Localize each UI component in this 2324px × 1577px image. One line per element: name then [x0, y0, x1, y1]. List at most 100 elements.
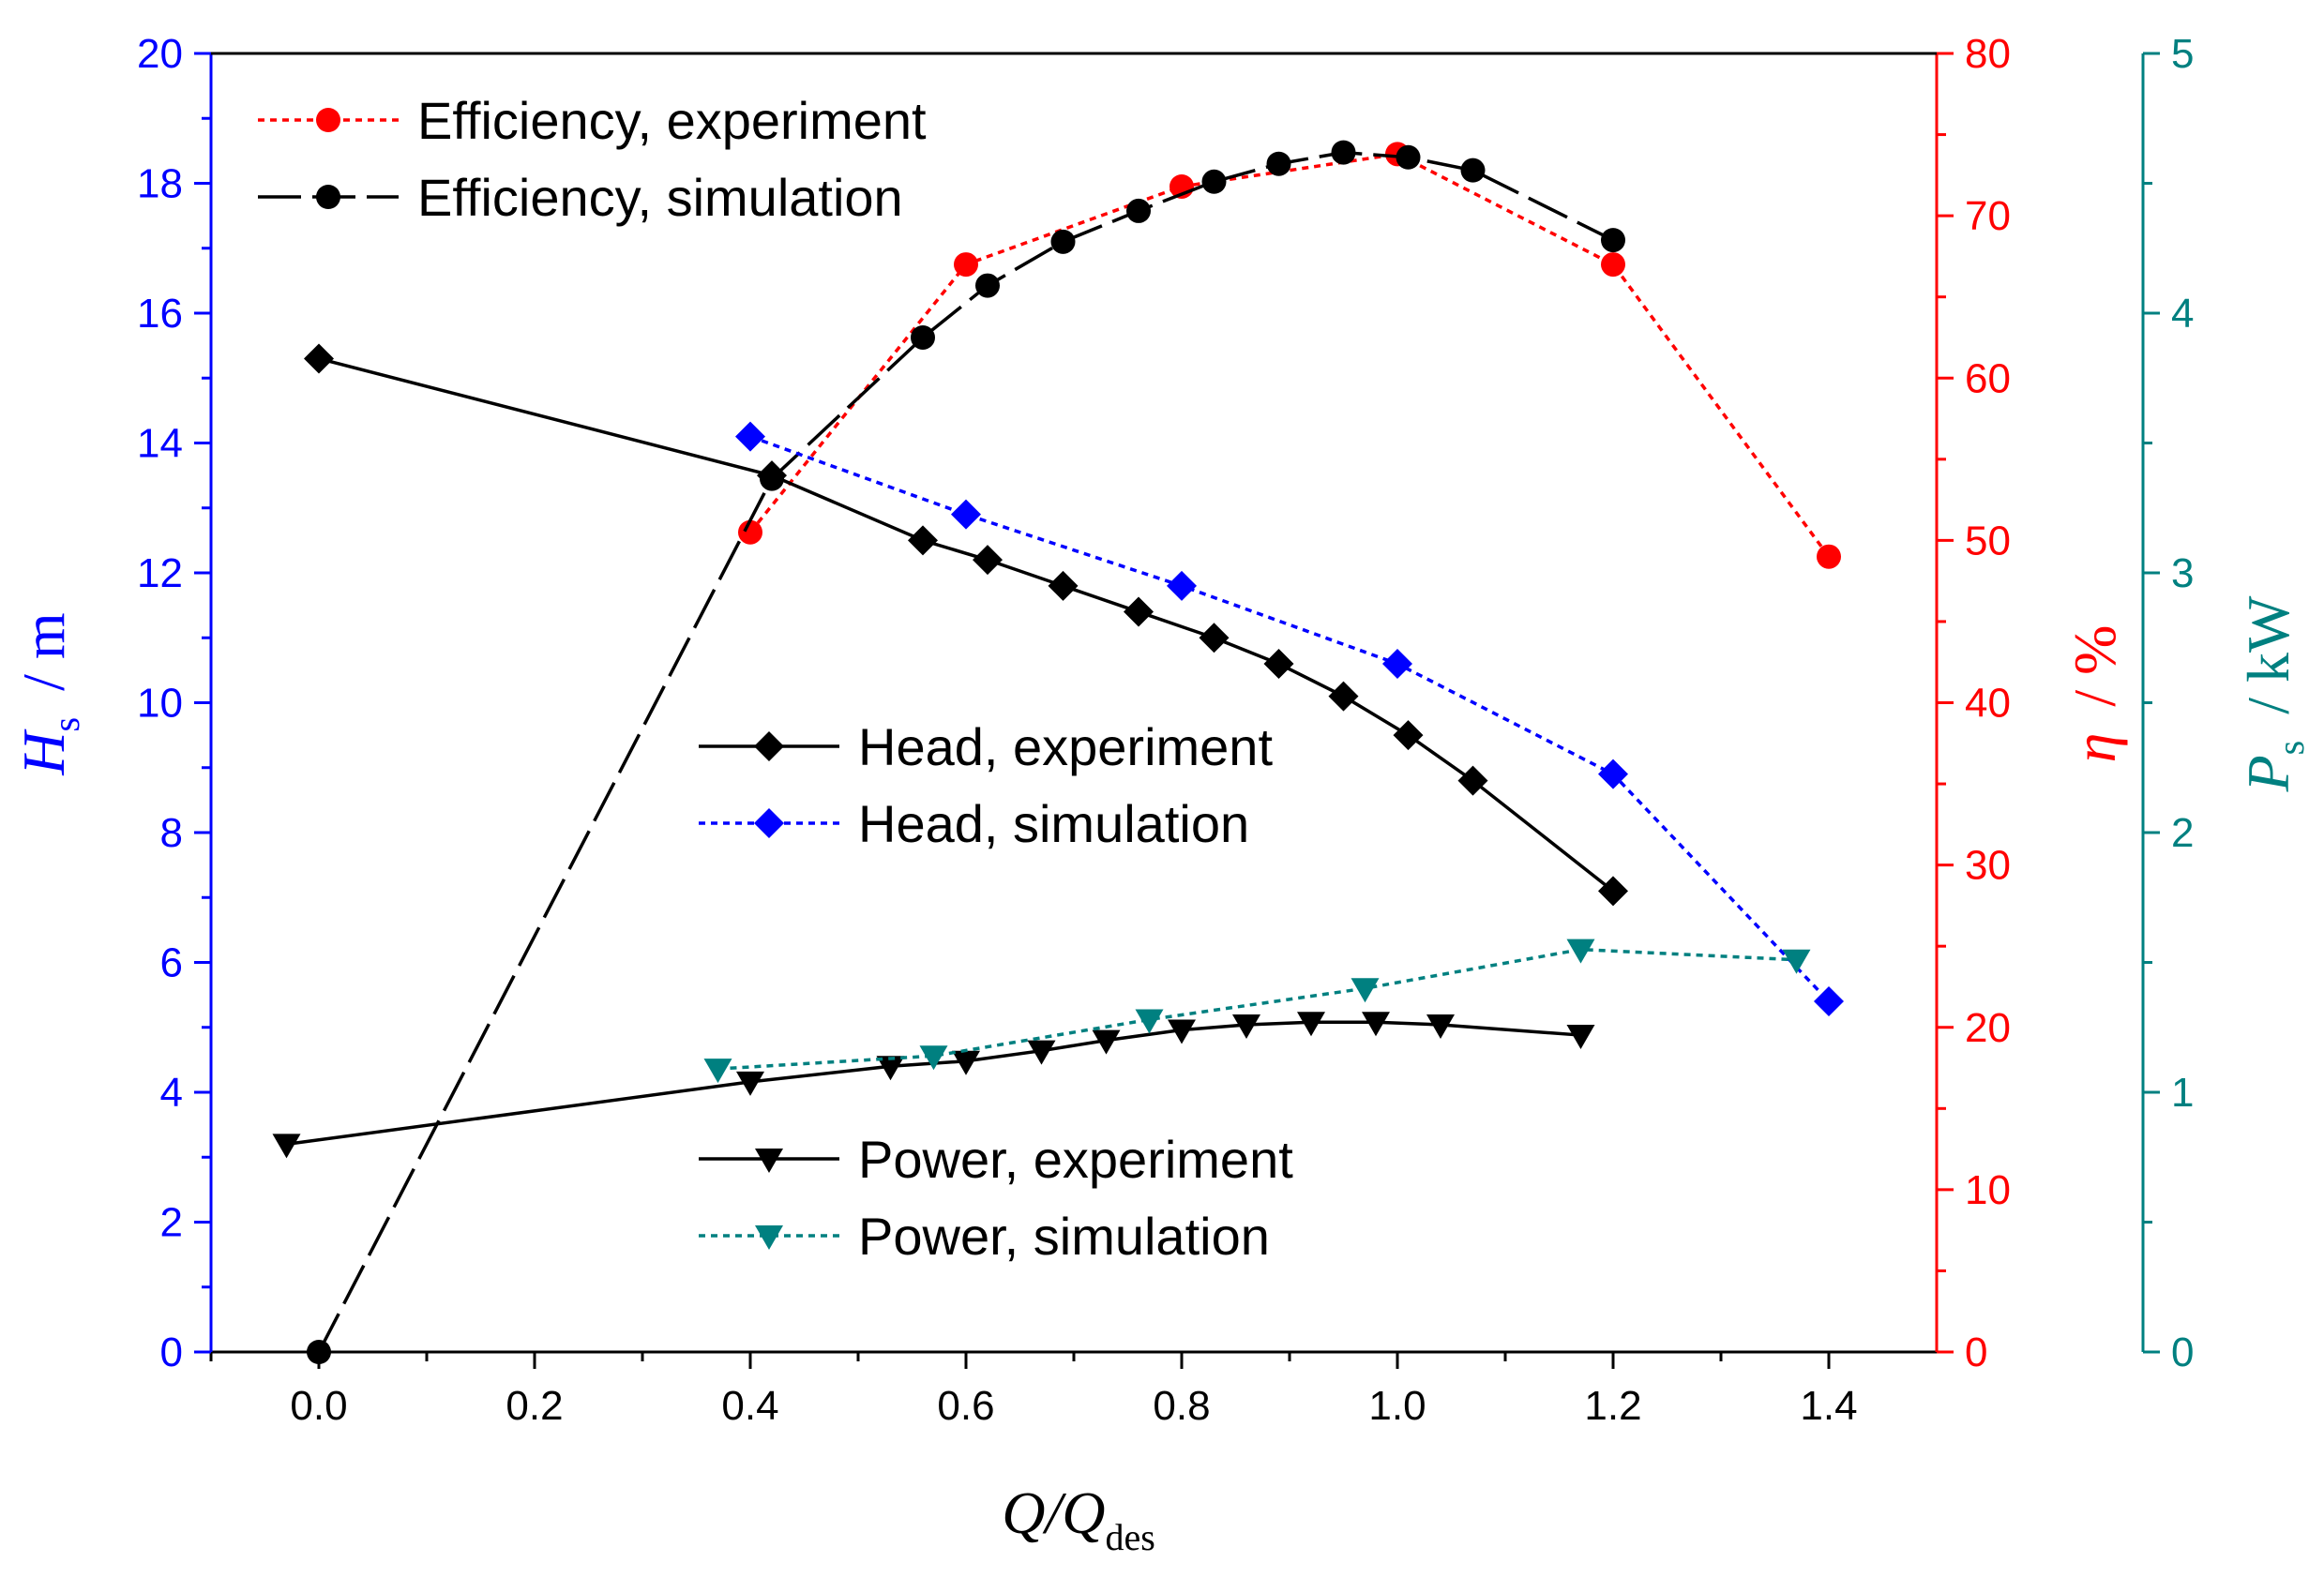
head-tick-label: 8 [160, 810, 183, 856]
x-tick-label: 0.4 [721, 1383, 778, 1429]
x-tick-label: 0.0 [290, 1383, 347, 1429]
power-axis-title-unit: / kW [2235, 595, 2301, 729]
efficiency-tick-label: 50 [1965, 518, 2011, 563]
head-axis-title-main: H [10, 728, 77, 776]
legend-label: Efficiency, simulation [417, 168, 903, 227]
head-axis-title-sub: s [45, 717, 87, 732]
legend-entry-efficiency-experiment: Efficiency, experiment [258, 91, 927, 150]
series-line [318, 356, 1615, 893]
series-line [317, 150, 1614, 1353]
data-point [1266, 151, 1291, 176]
power-tick-label: 2 [2171, 810, 2194, 856]
efficiency-tick-label: 60 [1965, 355, 2011, 401]
legend-label: Efficiency, experiment [417, 91, 927, 150]
x-axis-title-main: Q/Q [1002, 1479, 1105, 1546]
series-line [749, 434, 1831, 1003]
x-tick-label: 0.6 [937, 1383, 994, 1429]
data-point [919, 1045, 948, 1071]
data-point [1199, 623, 1230, 653]
data-point [1050, 229, 1076, 254]
series-head-experiment [304, 343, 1628, 907]
efficiency-tick-label: 10 [1965, 1167, 2011, 1213]
data-point [1598, 876, 1628, 907]
head-tick-label: 6 [160, 940, 183, 986]
data-point [1168, 1019, 1196, 1044]
data-point [1566, 1025, 1595, 1050]
legend-marker [754, 808, 784, 838]
x-tick-label: 1.2 [1584, 1383, 1641, 1429]
data-point [1601, 252, 1625, 278]
data-point [1351, 978, 1380, 1003]
x-axis-title: Q/Qdes [1002, 1479, 1155, 1558]
data-point [1027, 1040, 1056, 1065]
head-tick-label: 2 [160, 1200, 183, 1246]
data-point [1297, 1012, 1325, 1037]
legend-label: Power, experiment [858, 1130, 1293, 1189]
x-tick-label: 0.8 [1153, 1383, 1210, 1429]
legend: Efficiency, experiment Efficiency, simula… [258, 91, 1293, 1266]
efficiency-tick-label: 70 [1965, 193, 2011, 239]
data-point [1331, 140, 1356, 165]
data-point [911, 324, 935, 350]
head-tick-label: 0 [160, 1329, 183, 1375]
head-tick-label: 18 [137, 161, 183, 207]
data-point [908, 525, 938, 556]
data-point [1393, 720, 1424, 751]
data-point [1566, 939, 1595, 964]
data-point [975, 273, 1000, 298]
data-point [1396, 144, 1421, 170]
legend-entry-head-experiment: Head, experiment [699, 717, 1273, 776]
series-power-simulation [703, 939, 1811, 1084]
data-point [738, 519, 762, 545]
data-point [703, 1059, 732, 1084]
power-tick-label: 1 [2171, 1070, 2194, 1116]
power-tick-label: 3 [2171, 550, 2194, 596]
head-axis-title: Hs / m [10, 612, 87, 775]
data-point [1457, 765, 1488, 796]
x-axis-title-sub: des [1105, 1516, 1154, 1558]
data-point [1232, 1014, 1260, 1039]
power-tick-label: 4 [2171, 291, 2194, 337]
data-point [1328, 681, 1359, 712]
head-tick-label: 14 [137, 421, 183, 467]
data-point [1426, 1014, 1455, 1039]
data-point [757, 460, 787, 491]
legend-label: Head, experiment [858, 717, 1273, 776]
series-line [748, 152, 1831, 558]
legend-marker [316, 108, 340, 132]
efficiency-axis-title: η / % [2061, 625, 2128, 763]
power-axis-title-main: P [2235, 755, 2301, 792]
power-axis-title-sub: s [2270, 741, 2312, 756]
series-line [717, 947, 1797, 1071]
data-point [1382, 648, 1412, 679]
data-point [1817, 544, 1841, 569]
legend-marker [755, 1225, 783, 1250]
efficiency-tick-label: 40 [1965, 681, 2011, 727]
series [272, 140, 1844, 1364]
head-axis-title-unit: / m [10, 612, 77, 706]
data-point [1782, 949, 1811, 974]
axes: 0.0 0.2 0.4 0.6 0.8 1.0 1.2 1.40246810121416182… [137, 31, 2194, 1429]
data-point [1601, 228, 1625, 253]
data-point [1126, 198, 1151, 223]
data-point [1135, 1009, 1164, 1034]
data-point [1092, 1029, 1121, 1055]
legend-entry-head-simulation: Head, simulation [699, 794, 1249, 853]
data-point [307, 1340, 331, 1364]
data-point [951, 499, 981, 530]
efficiency-axis-title-unit: / % [2061, 625, 2128, 722]
series-head-simulation [735, 421, 1844, 1017]
efficiency-tick-label: 80 [1965, 31, 2011, 77]
data-point [1362, 1012, 1390, 1037]
legend-entry-efficiency-simulation: Efficiency, simulation [258, 168, 903, 227]
legend-marker [754, 731, 784, 761]
legend-entry-power-experiment: Power, experiment [699, 1130, 1293, 1189]
efficiency-tick-label: 0 [1965, 1329, 1987, 1375]
head-tick-label: 4 [160, 1070, 183, 1116]
legend-marker [755, 1149, 783, 1173]
efficiency-tick-label: 30 [1965, 843, 2011, 889]
legend-label: Head, simulation [858, 794, 1249, 853]
data-point [876, 1056, 905, 1081]
x-tick-label: 1.4 [1800, 1383, 1857, 1429]
